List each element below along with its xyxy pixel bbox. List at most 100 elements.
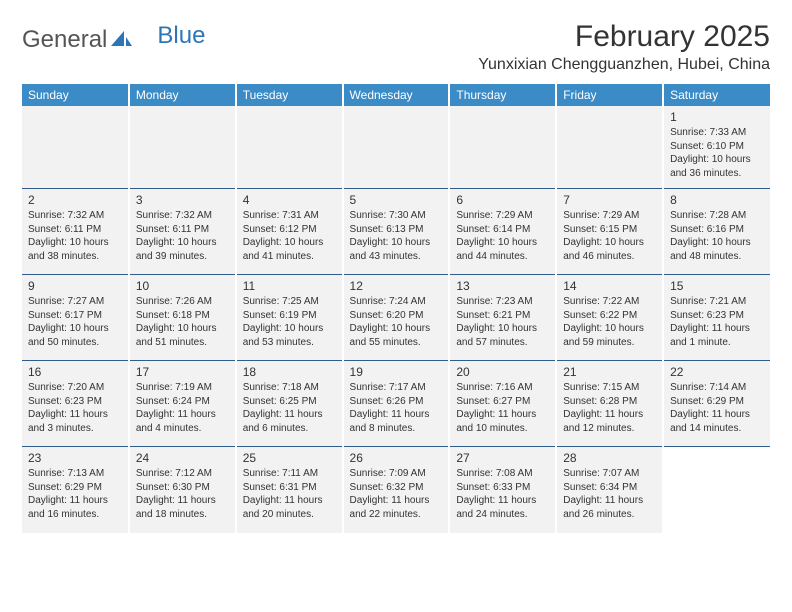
- sunset-line: Sunset: 6:17 PM: [28, 309, 122, 323]
- calendar-week: 9Sunrise: 7:27 AMSunset: 6:17 PMDaylight…: [22, 275, 770, 361]
- calendar-week: 2Sunrise: 7:32 AMSunset: 6:11 PMDaylight…: [22, 189, 770, 275]
- calendar-cell: [236, 106, 343, 189]
- sunrise-line: Sunrise: 7:21 AM: [670, 295, 764, 309]
- daylight-line: Daylight: 10 hours and 38 minutes.: [28, 236, 122, 263]
- calendar-cell: 19Sunrise: 7:17 AMSunset: 6:26 PMDayligh…: [343, 361, 450, 447]
- sunset-line: Sunset: 6:30 PM: [136, 481, 229, 495]
- daylight-line: Daylight: 11 hours and 24 minutes.: [456, 494, 549, 521]
- sunset-line: Sunset: 6:29 PM: [670, 395, 764, 409]
- sunrise-line: Sunrise: 7:20 AM: [28, 381, 122, 395]
- sunrise-line: Sunrise: 7:24 AM: [350, 295, 443, 309]
- day-number: 21: [563, 364, 656, 380]
- location: Yunxixian Chengguanzhen, Hubei, China: [478, 56, 770, 74]
- day-number: 7: [563, 192, 656, 208]
- daylight-line: Daylight: 10 hours and 46 minutes.: [563, 236, 656, 263]
- daylight-line: Daylight: 11 hours and 18 minutes.: [136, 494, 229, 521]
- daylight-line: Daylight: 10 hours and 44 minutes.: [456, 236, 549, 263]
- calendar-cell: 28Sunrise: 7:07 AMSunset: 6:34 PMDayligh…: [556, 447, 663, 533]
- daylight-line: Daylight: 10 hours and 43 minutes.: [350, 236, 443, 263]
- day-number: 6: [456, 192, 549, 208]
- calendar-cell: [663, 447, 770, 533]
- logo: General Blue: [22, 26, 205, 54]
- header: General Blue February 2025 Yunxixian Che…: [22, 20, 770, 74]
- calendar-cell: [22, 106, 129, 189]
- calendar-body: 1Sunrise: 7:33 AMSunset: 6:10 PMDaylight…: [22, 106, 770, 533]
- day-number: 26: [350, 450, 443, 466]
- day-number: 9: [28, 278, 122, 294]
- daylight-line: Daylight: 11 hours and 3 minutes.: [28, 408, 122, 435]
- calendar-week: 23Sunrise: 7:13 AMSunset: 6:29 PMDayligh…: [22, 447, 770, 533]
- sunset-line: Sunset: 6:32 PM: [350, 481, 443, 495]
- day-header: Wednesday: [343, 84, 450, 106]
- daylight-line: Daylight: 11 hours and 16 minutes.: [28, 494, 122, 521]
- calendar-cell: 18Sunrise: 7:18 AMSunset: 6:25 PMDayligh…: [236, 361, 343, 447]
- daylight-line: Daylight: 10 hours and 41 minutes.: [243, 236, 336, 263]
- sunrise-line: Sunrise: 7:29 AM: [563, 209, 656, 223]
- daylight-line: Daylight: 11 hours and 20 minutes.: [243, 494, 336, 521]
- daylight-line: Daylight: 10 hours and 55 minutes.: [350, 322, 443, 349]
- day-number: 19: [350, 364, 443, 380]
- sunset-line: Sunset: 6:27 PM: [456, 395, 549, 409]
- daylight-line: Daylight: 11 hours and 4 minutes.: [136, 408, 229, 435]
- day-number: 5: [350, 192, 443, 208]
- sunset-line: Sunset: 6:18 PM: [136, 309, 229, 323]
- daylight-line: Daylight: 10 hours and 48 minutes.: [670, 236, 764, 263]
- sunset-line: Sunset: 6:14 PM: [456, 223, 549, 237]
- sunrise-line: Sunrise: 7:23 AM: [456, 295, 549, 309]
- calendar-cell: 5Sunrise: 7:30 AMSunset: 6:13 PMDaylight…: [343, 189, 450, 275]
- day-number: 11: [243, 278, 336, 294]
- sunrise-line: Sunrise: 7:13 AM: [28, 467, 122, 481]
- sunrise-line: Sunrise: 7:08 AM: [456, 467, 549, 481]
- calendar-table: SundayMondayTuesdayWednesdayThursdayFrid…: [22, 84, 770, 533]
- day-number: 27: [456, 450, 549, 466]
- sunset-line: Sunset: 6:10 PM: [670, 140, 764, 154]
- day-number: 28: [563, 450, 656, 466]
- calendar-cell: 20Sunrise: 7:16 AMSunset: 6:27 PMDayligh…: [449, 361, 556, 447]
- sunrise-line: Sunrise: 7:07 AM: [563, 467, 656, 481]
- calendar-cell: 26Sunrise: 7:09 AMSunset: 6:32 PMDayligh…: [343, 447, 450, 533]
- day-header: Friday: [556, 84, 663, 106]
- title-block: February 2025 Yunxixian Chengguanzhen, H…: [478, 20, 770, 74]
- sunset-line: Sunset: 6:26 PM: [350, 395, 443, 409]
- calendar-cell: 4Sunrise: 7:31 AMSunset: 6:12 PMDaylight…: [236, 189, 343, 275]
- day-number: 4: [243, 192, 336, 208]
- calendar-cell: 6Sunrise: 7:29 AMSunset: 6:14 PMDaylight…: [449, 189, 556, 275]
- day-header: Sunday: [22, 84, 129, 106]
- calendar-cell: 24Sunrise: 7:12 AMSunset: 6:30 PMDayligh…: [129, 447, 236, 533]
- daylight-line: Daylight: 11 hours and 1 minute.: [670, 322, 764, 349]
- sunset-line: Sunset: 6:11 PM: [136, 223, 229, 237]
- calendar-cell: [556, 106, 663, 189]
- sunrise-line: Sunrise: 7:16 AM: [456, 381, 549, 395]
- calendar-cell: 16Sunrise: 7:20 AMSunset: 6:23 PMDayligh…: [22, 361, 129, 447]
- sunrise-line: Sunrise: 7:31 AM: [243, 209, 336, 223]
- calendar-cell: 17Sunrise: 7:19 AMSunset: 6:24 PMDayligh…: [129, 361, 236, 447]
- daylight-line: Daylight: 10 hours and 39 minutes.: [136, 236, 229, 263]
- daylight-line: Daylight: 10 hours and 36 minutes.: [670, 153, 764, 180]
- sunset-line: Sunset: 6:25 PM: [243, 395, 336, 409]
- daylight-line: Daylight: 11 hours and 14 minutes.: [670, 408, 764, 435]
- sunrise-line: Sunrise: 7:11 AM: [243, 467, 336, 481]
- sunset-line: Sunset: 6:12 PM: [243, 223, 336, 237]
- calendar-cell: 10Sunrise: 7:26 AMSunset: 6:18 PMDayligh…: [129, 275, 236, 361]
- sunset-line: Sunset: 6:34 PM: [563, 481, 656, 495]
- daylight-line: Daylight: 10 hours and 53 minutes.: [243, 322, 336, 349]
- daylight-line: Daylight: 10 hours and 51 minutes.: [136, 322, 229, 349]
- calendar-cell: 25Sunrise: 7:11 AMSunset: 6:31 PMDayligh…: [236, 447, 343, 533]
- sunset-line: Sunset: 6:28 PM: [563, 395, 656, 409]
- sunset-line: Sunset: 6:15 PM: [563, 223, 656, 237]
- sunrise-line: Sunrise: 7:33 AM: [670, 126, 764, 140]
- calendar-cell: 14Sunrise: 7:22 AMSunset: 6:22 PMDayligh…: [556, 275, 663, 361]
- daylight-line: Daylight: 11 hours and 26 minutes.: [563, 494, 656, 521]
- day-number: 3: [136, 192, 229, 208]
- calendar-cell: [449, 106, 556, 189]
- daylight-line: Daylight: 11 hours and 8 minutes.: [350, 408, 443, 435]
- sunrise-line: Sunrise: 7:19 AM: [136, 381, 229, 395]
- day-number: 2: [28, 192, 122, 208]
- daylight-line: Daylight: 11 hours and 22 minutes.: [350, 494, 443, 521]
- day-header: Tuesday: [236, 84, 343, 106]
- logo-text-2: Blue: [157, 22, 205, 50]
- sunset-line: Sunset: 6:23 PM: [670, 309, 764, 323]
- sunrise-line: Sunrise: 7:09 AM: [350, 467, 443, 481]
- sunrise-line: Sunrise: 7:32 AM: [28, 209, 122, 223]
- sunset-line: Sunset: 6:11 PM: [28, 223, 122, 237]
